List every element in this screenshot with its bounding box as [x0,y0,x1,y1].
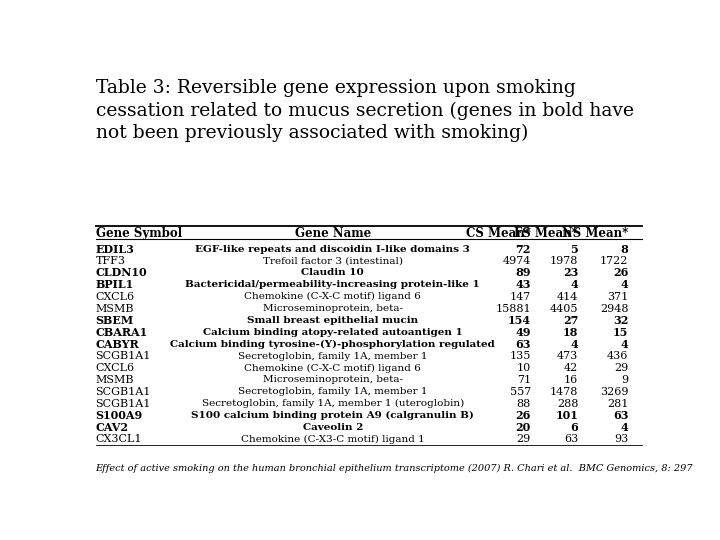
Text: Microseminoprotein, beta-: Microseminoprotein, beta- [263,375,402,384]
Text: SCGB1A1: SCGB1A1 [96,351,151,361]
Text: 63: 63 [613,410,629,421]
Text: CAV2: CAV2 [96,422,129,433]
Text: 4: 4 [621,279,629,291]
Text: 1978: 1978 [550,256,578,266]
Text: SCGB1A1: SCGB1A1 [96,399,151,409]
Text: Secretoglobin, family 1A, member 1: Secretoglobin, family 1A, member 1 [238,387,428,396]
Text: Claudin 10: Claudin 10 [302,268,364,278]
Text: SBEM: SBEM [96,315,134,326]
Text: 4405: 4405 [550,303,578,314]
Text: 4: 4 [621,422,629,433]
Text: MSMB: MSMB [96,375,134,385]
Text: 436: 436 [607,351,629,361]
Text: 29: 29 [614,363,629,373]
Text: Table 3: Reversible gene expression upon smoking
cessation related to mucus secr: Table 3: Reversible gene expression upon… [96,79,634,143]
Text: 4: 4 [570,279,578,291]
Text: 20: 20 [516,422,531,433]
Text: Microseminoprotein, beta-: Microseminoprotein, beta- [263,304,402,313]
Text: MSMB: MSMB [96,303,134,314]
Text: Trefoil factor 3 (intestinal): Trefoil factor 3 (intestinal) [263,256,402,266]
Text: 5: 5 [570,244,578,255]
Text: CABYR: CABYR [96,339,140,350]
Text: CX3CL1: CX3CL1 [96,434,142,444]
Text: EGF-like repeats and discoidin I-like domains 3: EGF-like repeats and discoidin I-like do… [195,245,470,254]
Text: Calcium binding tyrosine-(Y)-phosphorylation regulated: Calcium binding tyrosine-(Y)-phosphoryla… [171,340,495,349]
Text: 63: 63 [516,339,531,350]
Text: Bactericidal/permeability-increasing protein-like 1: Bactericidal/permeability-increasing pro… [185,280,480,289]
Text: Calcium binding atopy-related autoantigen 1: Calcium binding atopy-related autoantige… [203,328,463,337]
Text: Caveolin 2: Caveolin 2 [302,423,363,432]
Text: 15881: 15881 [495,303,531,314]
Text: 29: 29 [516,434,531,444]
Text: SCGB1A1: SCGB1A1 [96,387,151,397]
Text: 71: 71 [517,375,531,385]
Text: 473: 473 [557,351,578,361]
Text: 4974: 4974 [503,256,531,266]
Text: 16: 16 [564,375,578,385]
Text: 23: 23 [563,267,578,279]
Text: 42: 42 [564,363,578,373]
Text: FS Mean*: FS Mean* [515,227,578,240]
Text: 63: 63 [564,434,578,444]
Text: 72: 72 [516,244,531,255]
Text: Secretoglobin, family 1A, member 1 (uteroglobin): Secretoglobin, family 1A, member 1 (uter… [202,399,464,408]
Text: CXCL6: CXCL6 [96,363,135,373]
Text: 154: 154 [508,315,531,326]
Text: Chemokine (C-X-C motif) ligand 6: Chemokine (C-X-C motif) ligand 6 [244,292,421,301]
Text: 2948: 2948 [600,303,629,314]
Text: 26: 26 [516,410,531,421]
Text: 371: 371 [607,292,629,302]
Text: EDIL3: EDIL3 [96,244,135,255]
Text: 26: 26 [613,267,629,279]
Text: TFF3: TFF3 [96,256,125,266]
Text: 9: 9 [621,375,629,385]
Text: 4: 4 [621,339,629,350]
Text: NS Mean*: NS Mean* [562,227,629,240]
Text: S100A9: S100A9 [96,410,143,421]
Text: 288: 288 [557,399,578,409]
Text: Chemokine (C-X3-C motif) ligand 1: Chemokine (C-X3-C motif) ligand 1 [241,435,425,444]
Text: 32: 32 [613,315,629,326]
Text: S100 calcium binding protein A9 (calgranulin B): S100 calcium binding protein A9 (calgran… [192,411,474,420]
Text: Gene Symbol: Gene Symbol [96,227,181,240]
Text: 93: 93 [614,434,629,444]
Text: 281: 281 [607,399,629,409]
Text: 6: 6 [570,422,578,433]
Text: 1478: 1478 [550,387,578,397]
Text: Secretoglobin, family 1A, member 1: Secretoglobin, family 1A, member 1 [238,352,428,361]
Text: Small breast epithelial mucin: Small breast epithelial mucin [247,316,418,325]
Text: 18: 18 [563,327,578,338]
Text: 3269: 3269 [600,387,629,397]
Text: 10: 10 [516,363,531,373]
Text: BPIL1: BPIL1 [96,279,134,291]
Text: Chemokine (C-X-C motif) ligand 6: Chemokine (C-X-C motif) ligand 6 [244,363,421,373]
Text: 49: 49 [516,327,531,338]
Text: 557: 557 [510,387,531,397]
Text: CS Mean*: CS Mean* [466,227,531,240]
Text: 101: 101 [555,410,578,421]
Text: CLDN10: CLDN10 [96,267,147,279]
Text: 147: 147 [510,292,531,302]
Text: CBARA1: CBARA1 [96,327,148,338]
Text: 88: 88 [516,399,531,409]
Text: 1722: 1722 [600,256,629,266]
Text: 27: 27 [563,315,578,326]
Text: 135: 135 [510,351,531,361]
Text: 4: 4 [570,339,578,350]
Text: 89: 89 [516,267,531,279]
Text: 43: 43 [516,279,531,291]
Text: Effect of active smoking on the human bronchial epithelium transcriptome (2007) : Effect of active smoking on the human br… [96,464,693,473]
Text: 8: 8 [621,244,629,255]
Text: Gene Name: Gene Name [294,227,371,240]
Text: 15: 15 [613,327,629,338]
Text: CXCL6: CXCL6 [96,292,135,302]
Text: 414: 414 [557,292,578,302]
